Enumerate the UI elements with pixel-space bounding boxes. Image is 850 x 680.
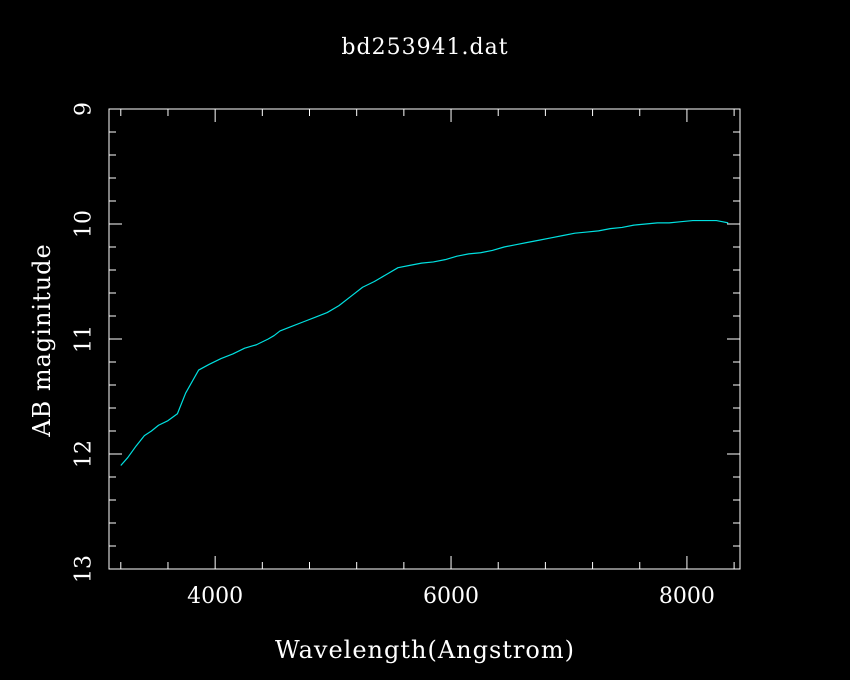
x-axis-label: Wavelength(Angstrom) xyxy=(275,636,575,664)
y-tick-label: 12 xyxy=(72,440,97,468)
series-line xyxy=(120,219,729,466)
tick-labels-layer: 4000 6000 8000 9 10 11 12 13 xyxy=(72,102,715,609)
ticks-layer xyxy=(109,108,740,570)
plot-frame xyxy=(108,108,741,570)
series-layer xyxy=(120,219,729,466)
y-tick-label: 11 xyxy=(72,325,97,353)
y-tick-label: 10 xyxy=(72,210,97,238)
y-axis-label: AB maginitude xyxy=(28,243,56,438)
x-tick-label: 4000 xyxy=(187,584,243,609)
x-tick-label: 6000 xyxy=(423,584,479,609)
y-tick-label: 13 xyxy=(72,555,97,583)
y-tick-label: 9 xyxy=(72,102,97,116)
x-tick-label: 8000 xyxy=(659,584,715,609)
chart-title: bd253941.dat xyxy=(341,35,508,60)
